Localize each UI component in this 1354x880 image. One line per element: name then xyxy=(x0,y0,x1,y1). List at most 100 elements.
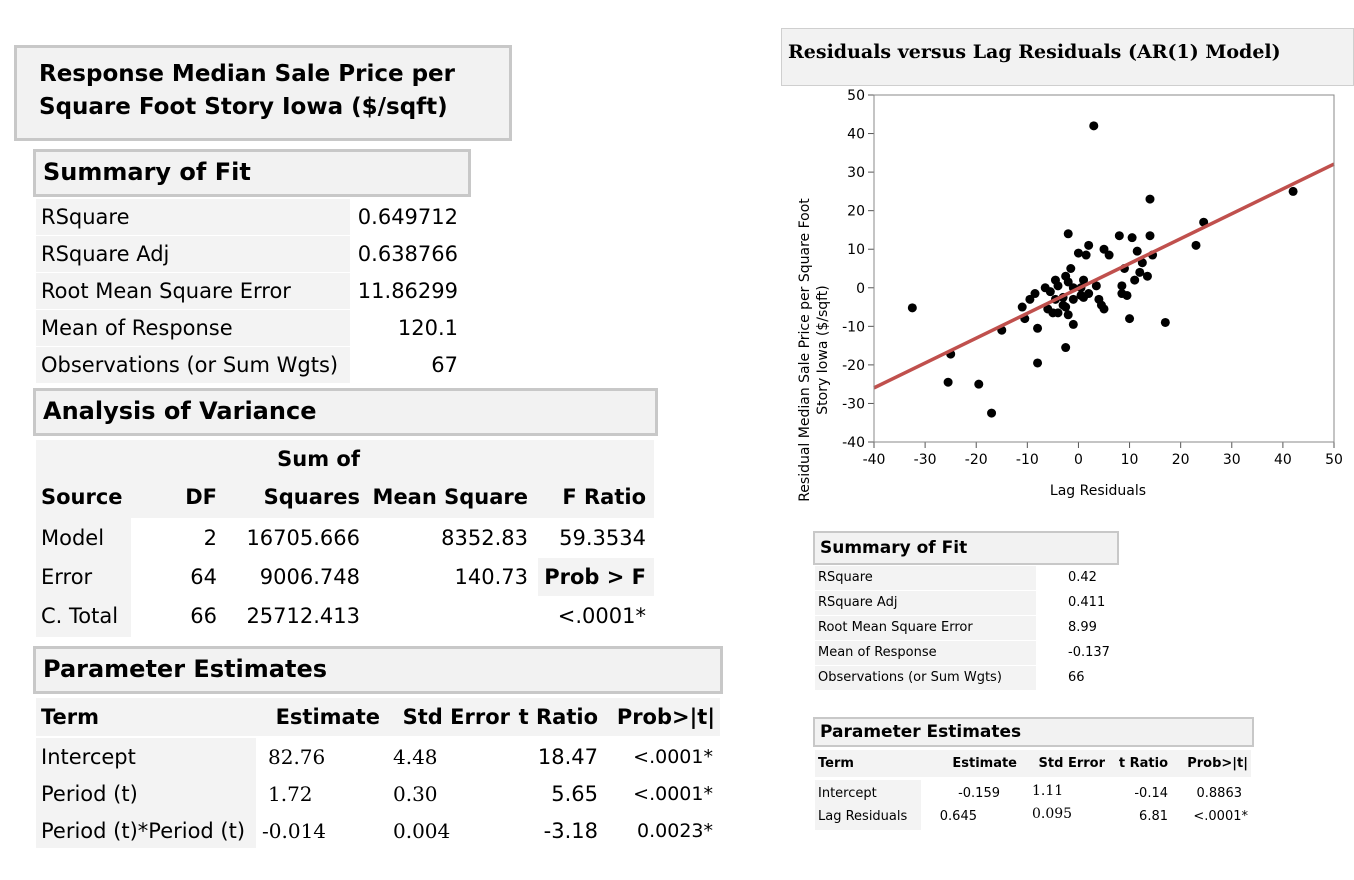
right-pe-row-estimate: 0.645 xyxy=(939,809,977,824)
fit-line xyxy=(873,162,1335,390)
sof-label: Root Mean Square Error xyxy=(36,273,350,309)
pe-row-term: Period (t)*Period (t) xyxy=(41,819,246,843)
pe-row-tratio: 18.47 xyxy=(537,745,598,769)
pe-header-bg xyxy=(36,698,720,736)
pe-row-tratio: -3.18 xyxy=(543,819,598,843)
anova-row-df: 66 xyxy=(190,604,217,628)
anova-col-header: Source xyxy=(41,485,123,509)
right-pe-row-prob: <.0001* xyxy=(1193,809,1248,824)
sof-label: RSquare Adj xyxy=(36,236,350,272)
anova-row-ms xyxy=(360,597,528,635)
scatter-point xyxy=(1033,323,1043,333)
scatter-point xyxy=(1053,308,1063,318)
pe-row-stderr: 4.48 xyxy=(393,745,438,769)
scatter-point xyxy=(1063,310,1073,320)
x-tick-label: -10 xyxy=(1016,452,1039,468)
scatter-point xyxy=(1084,240,1094,250)
scatter-point xyxy=(1073,248,1083,258)
right-sof-label: Root Mean Square Error xyxy=(815,616,1036,640)
scatter-point xyxy=(1130,275,1140,285)
scatter-point xyxy=(1081,250,1091,260)
x-tick-label: -20 xyxy=(965,452,988,468)
sof-value: 120.1 xyxy=(397,316,458,340)
scatter-point xyxy=(1160,317,1170,327)
scatter-point xyxy=(1114,231,1124,241)
sof-value: 11.86299 xyxy=(357,279,458,303)
plot-title-box: Residuals versus Lag Residuals (AR(1) Mo… xyxy=(781,28,1354,86)
anova-source-col-bg xyxy=(36,518,131,637)
x-tick-label: 10 xyxy=(1121,452,1139,468)
parameter-estimates-title: Parameter Estimates xyxy=(43,655,328,683)
scatter-point xyxy=(1288,186,1298,196)
right-pe-col-header: Estimate xyxy=(952,756,1017,771)
x-tick-label: 20 xyxy=(1172,452,1190,468)
scatter-point xyxy=(1030,289,1040,299)
scatter-point xyxy=(1127,233,1137,243)
scatter-point xyxy=(1117,281,1127,291)
anova-col-header: DF xyxy=(185,485,217,509)
scatter-point xyxy=(943,377,953,387)
scatter-point xyxy=(1066,264,1076,273)
scatter-point xyxy=(1137,258,1147,268)
y-tick-label: -20 xyxy=(842,358,865,374)
scatter-point xyxy=(1068,294,1078,304)
y-tick-label: 40 xyxy=(847,127,865,143)
sof-label: Mean of Response xyxy=(36,310,350,346)
scatter-point xyxy=(1191,240,1201,250)
scatter-point xyxy=(1017,302,1027,312)
y-tick-label: -30 xyxy=(842,396,865,412)
anova-prob-f-label: Prob > F xyxy=(538,558,654,596)
right-parameter-estimates-title: Parameter Estimates xyxy=(820,722,1022,742)
right-summary-of-fit-title: Summary of Fit xyxy=(820,538,968,558)
anova-col-header: Mean Square xyxy=(372,485,528,509)
plot-title: Residuals versus Lag Residuals (AR(1) Mo… xyxy=(788,41,1281,63)
scatter-point xyxy=(907,303,917,313)
scatter-point xyxy=(1053,281,1063,291)
right-pe-row-stderr: 1.11 xyxy=(1032,783,1064,799)
scatter-point xyxy=(1079,275,1089,285)
right-sof-value: 66 xyxy=(1068,670,1085,685)
sof-value: 67 xyxy=(431,353,458,377)
pe-col-header: Term xyxy=(41,705,100,729)
right-pe-header-bg xyxy=(815,750,1251,777)
scatter-point xyxy=(1063,277,1073,287)
scatter-point xyxy=(974,379,984,389)
anova-row-ss: 9006.748 xyxy=(259,565,360,589)
scatter-point xyxy=(1089,121,1099,131)
right-pe-row-stderr: 0.095 xyxy=(1032,806,1073,822)
right-sof-label: Mean of Response xyxy=(815,641,1036,665)
x-tick-label: -40 xyxy=(863,452,886,468)
pe-col-header: Std Error xyxy=(402,705,510,729)
pe-row-estimate: 82.76 xyxy=(268,745,326,769)
x-axis-label: Lag Residuals xyxy=(1050,483,1146,499)
anova-row-ms: 140.73 xyxy=(454,565,528,589)
x-tick-label: 0 xyxy=(1074,452,1083,468)
anova-sum-of: Sum of xyxy=(277,447,360,471)
y-tick-label: 20 xyxy=(847,204,865,220)
sof-label: RSquare xyxy=(36,199,350,235)
right-parameter-estimates-header: Parameter Estimates xyxy=(813,717,1254,747)
pe-term-col-bg xyxy=(36,738,256,848)
right-pe-row-tratio: 6.81 xyxy=(1139,809,1168,824)
response-title-line2: Square Foot Story Iowa ($/sqft) xyxy=(39,94,448,120)
x-tick-label: 50 xyxy=(1325,452,1343,468)
scatter-point xyxy=(1122,290,1132,300)
pe-row-estimate: -0.014 xyxy=(262,819,327,843)
scatter-point xyxy=(1099,244,1109,254)
pe-row-prob: <.0001* xyxy=(633,746,713,768)
sof-value: 0.649712 xyxy=(357,205,458,229)
right-pe-col-header: Std Error xyxy=(1038,756,1105,771)
right-pe-row-term: Intercept xyxy=(818,786,877,801)
scatter-point xyxy=(1145,194,1155,204)
pe-row-estimate: 1.72 xyxy=(268,782,313,806)
scatter-point xyxy=(1084,289,1094,299)
right-sof-value: 8.99 xyxy=(1068,620,1097,635)
right-sof-label: RSquare Adj xyxy=(815,591,1036,615)
pe-row-prob: <.0001* xyxy=(633,783,713,805)
anova-row-f: 59.3534 xyxy=(559,526,646,550)
anova-row-ms: 8352.83 xyxy=(441,526,528,550)
scatter-point xyxy=(1033,358,1043,368)
response-title-line1: Response Median Sale Price per xyxy=(39,61,455,87)
y-axis-label: Residual Median Sale Price per Square Fo… xyxy=(797,198,831,502)
scatter-plot: Residual Median Sale Price per Square Fo… xyxy=(797,88,1343,502)
